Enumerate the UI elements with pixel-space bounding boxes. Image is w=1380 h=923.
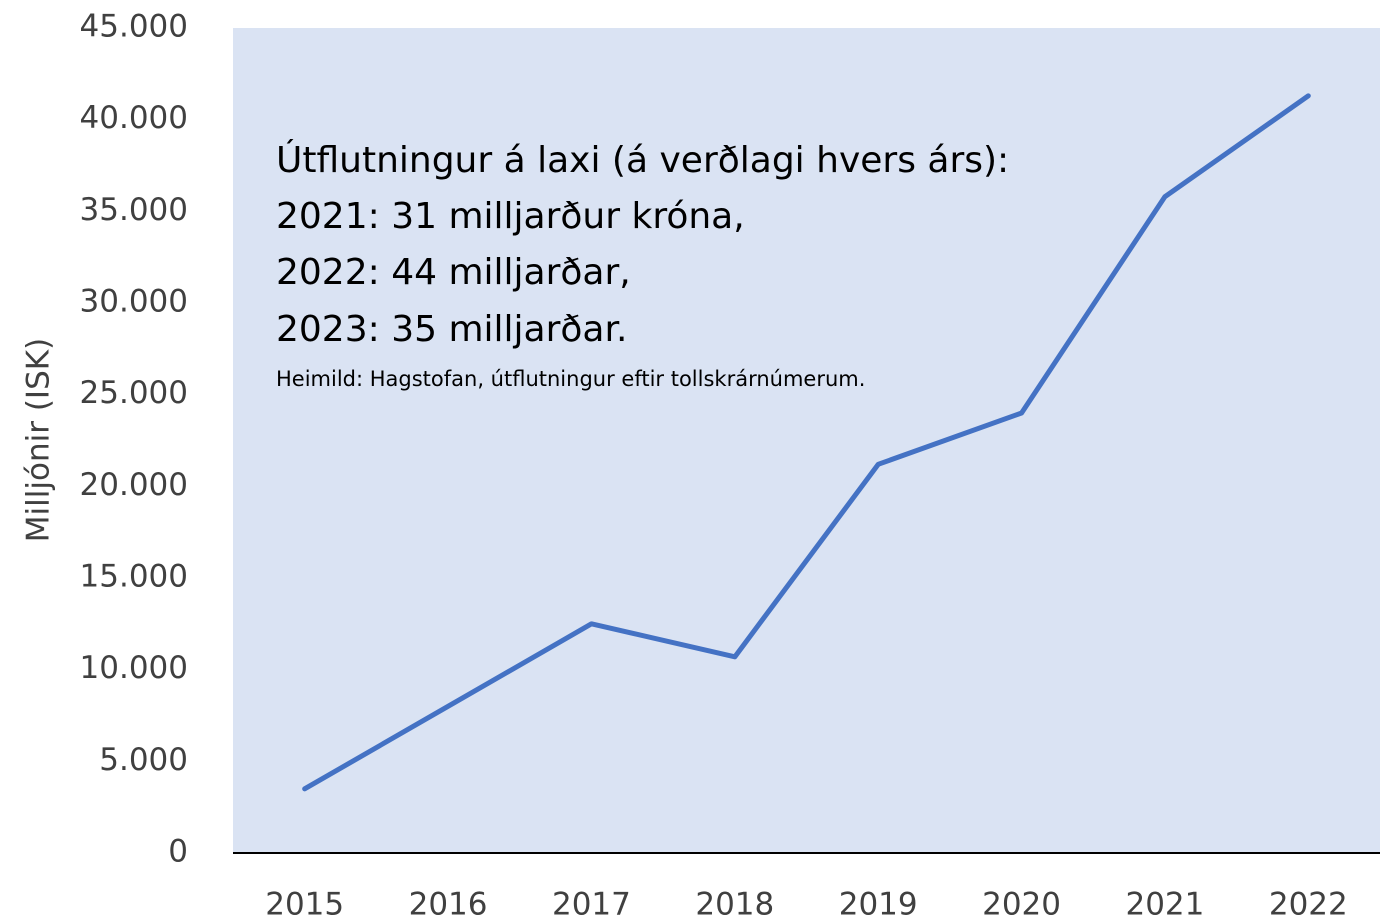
x-tick-label: 2019: [839, 887, 918, 923]
x-tick-label: 2016: [409, 887, 488, 923]
annotation: Útflutningur á laxi (á verðlagi hvers ár…: [276, 139, 1009, 181]
annotation: 2022: 44 milljarðar,: [276, 252, 631, 293]
x-tick-label: 2021: [1125, 887, 1204, 923]
y-tick-label: 0: [168, 834, 188, 870]
y-tick-label: 20.000: [80, 467, 188, 503]
x-tick-label: 2017: [552, 887, 631, 923]
x-tick-label: 2018: [695, 887, 774, 923]
y-tick-label: 15.000: [80, 559, 188, 595]
y-tick-label: 35.000: [80, 192, 188, 228]
plot-area: [233, 28, 1380, 853]
y-tick-label: 25.000: [80, 375, 188, 411]
line-series: [302, 93, 1311, 792]
y-tick-label: 5.000: [99, 742, 188, 778]
x-tick-label: 2022: [1269, 887, 1348, 923]
y-tick-label: 40.000: [80, 100, 188, 136]
y-axis-label: Milljónir (ISK): [21, 338, 57, 542]
x-tick-label: 2020: [982, 887, 1061, 923]
annotation: 2023: 35 milljarðar.: [276, 309, 627, 350]
y-tick-label: 10.000: [80, 650, 188, 686]
y-tick-label: 30.000: [80, 284, 188, 320]
source-note: Heimild: Hagstofan, útflutningur eftir t…: [276, 367, 865, 391]
x-tick-label: 2015: [265, 887, 344, 923]
y-tick-label: 45.000: [80, 9, 188, 45]
annotation: 2021: 31 milljarður króna,: [276, 196, 745, 237]
